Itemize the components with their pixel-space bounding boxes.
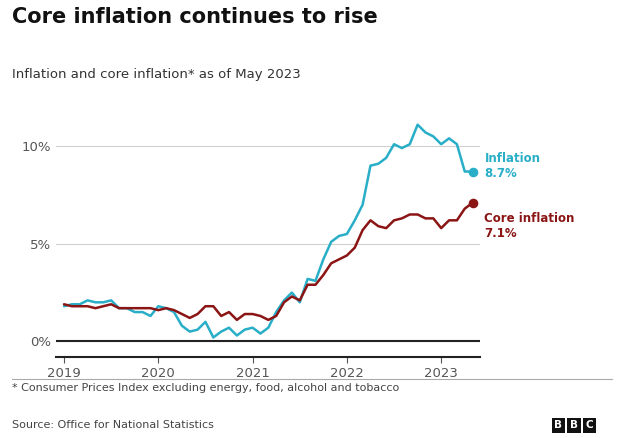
Text: Inflation
8.7%: Inflation 8.7%	[484, 152, 540, 180]
Text: * Consumer Prices Index excluding energy, food, alcohol and tobacco: * Consumer Prices Index excluding energy…	[12, 383, 400, 393]
Text: Inflation and core inflation* as of May 2023: Inflation and core inflation* as of May …	[12, 68, 301, 81]
Text: Core inflation continues to rise: Core inflation continues to rise	[12, 7, 378, 27]
Text: Core inflation
7.1%: Core inflation 7.1%	[484, 212, 575, 240]
Text: Source: Office for National Statistics: Source: Office for National Statistics	[12, 420, 215, 431]
Text: C: C	[586, 420, 593, 431]
Text: B: B	[570, 420, 578, 431]
Point	[467, 168, 477, 175]
Text: B: B	[555, 420, 562, 431]
Point	[467, 199, 477, 206]
